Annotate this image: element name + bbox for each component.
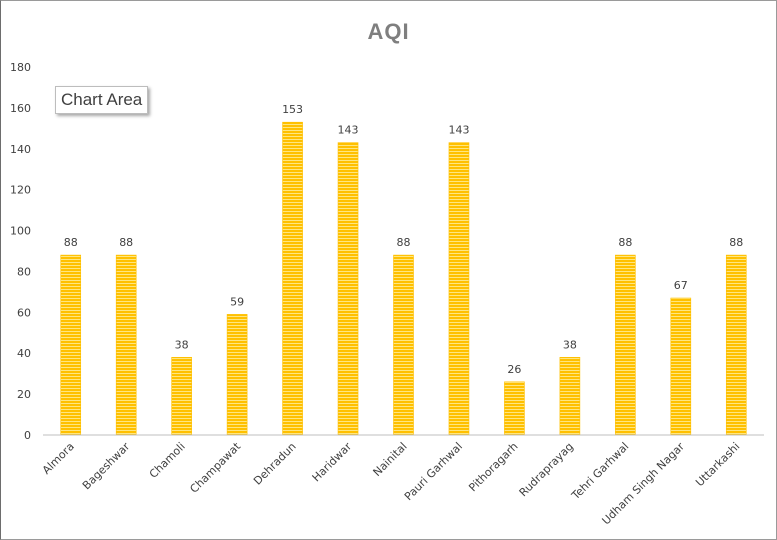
bar-series: 88 88 38 59 153 143 88 143 26 38 88 67 88 <box>60 103 747 436</box>
data-label: 88 <box>397 236 411 249</box>
data-label: 38 <box>175 338 189 351</box>
x-tick-label: Uttarkashi <box>693 440 742 489</box>
bar[interactable] <box>615 254 636 436</box>
bar[interactable] <box>171 357 192 436</box>
x-tick-label: Tehri Garhwal <box>569 440 632 503</box>
x-tick-label: Champawat <box>187 439 243 495</box>
x-tick-label: Dehradun <box>251 440 299 488</box>
y-tick-label: 20 <box>17 388 31 401</box>
y-tick-label: 60 <box>17 306 31 319</box>
data-label: 67 <box>674 279 688 292</box>
y-tick-label: 40 <box>17 347 31 360</box>
y-tick-label: 120 <box>10 184 31 197</box>
x-tick-label: Haridwar <box>310 440 355 485</box>
y-tick-label: 0 <box>24 429 31 442</box>
bar[interactable] <box>60 254 82 436</box>
chart-title: AQI <box>367 19 410 44</box>
bar[interactable] <box>670 297 692 436</box>
y-axis: 0 20 40 60 80 100 120 140 160 180 <box>10 61 31 442</box>
bar[interactable] <box>226 314 248 436</box>
data-label: 88 <box>64 236 78 249</box>
data-label: 59 <box>230 295 244 308</box>
x-tick-label: Almora <box>40 440 77 477</box>
x-axis: Almora Bageshwar Chamoli Champawat Dehradun H… <box>40 434 764 527</box>
x-tick-label: Bageshwar <box>80 440 133 493</box>
data-label: 88 <box>119 236 133 249</box>
bar[interactable] <box>448 142 470 436</box>
data-label: 88 <box>729 236 743 249</box>
bar[interactable] <box>559 357 581 436</box>
bar[interactable] <box>282 121 303 436</box>
y-tick-label: 100 <box>10 225 31 238</box>
bar[interactable] <box>393 254 414 436</box>
x-tick-label: Chamoli <box>147 440 188 481</box>
data-label: 38 <box>563 338 577 351</box>
data-label: 143 <box>448 124 469 137</box>
bar[interactable] <box>337 142 359 436</box>
y-tick-label: 140 <box>10 143 31 156</box>
x-tick-label: Pithoragarh <box>466 440 520 494</box>
x-tick-label: Nainital <box>371 440 410 479</box>
data-label: 153 <box>282 103 303 116</box>
chart-area-tooltip: Chart Area <box>55 86 149 114</box>
data-label: 143 <box>338 124 359 137</box>
data-label: 26 <box>507 363 521 376</box>
y-tick-label: 180 <box>10 61 31 74</box>
y-tick-label: 160 <box>10 102 31 115</box>
x-tick-label: Rudraprayag <box>517 440 576 499</box>
bar[interactable] <box>115 254 137 436</box>
x-tick-label: Pauri Garhwal <box>402 440 465 503</box>
data-label: 88 <box>618 236 632 249</box>
bar[interactable] <box>504 381 525 436</box>
bar[interactable] <box>725 254 747 436</box>
y-tick-label: 80 <box>17 265 31 278</box>
